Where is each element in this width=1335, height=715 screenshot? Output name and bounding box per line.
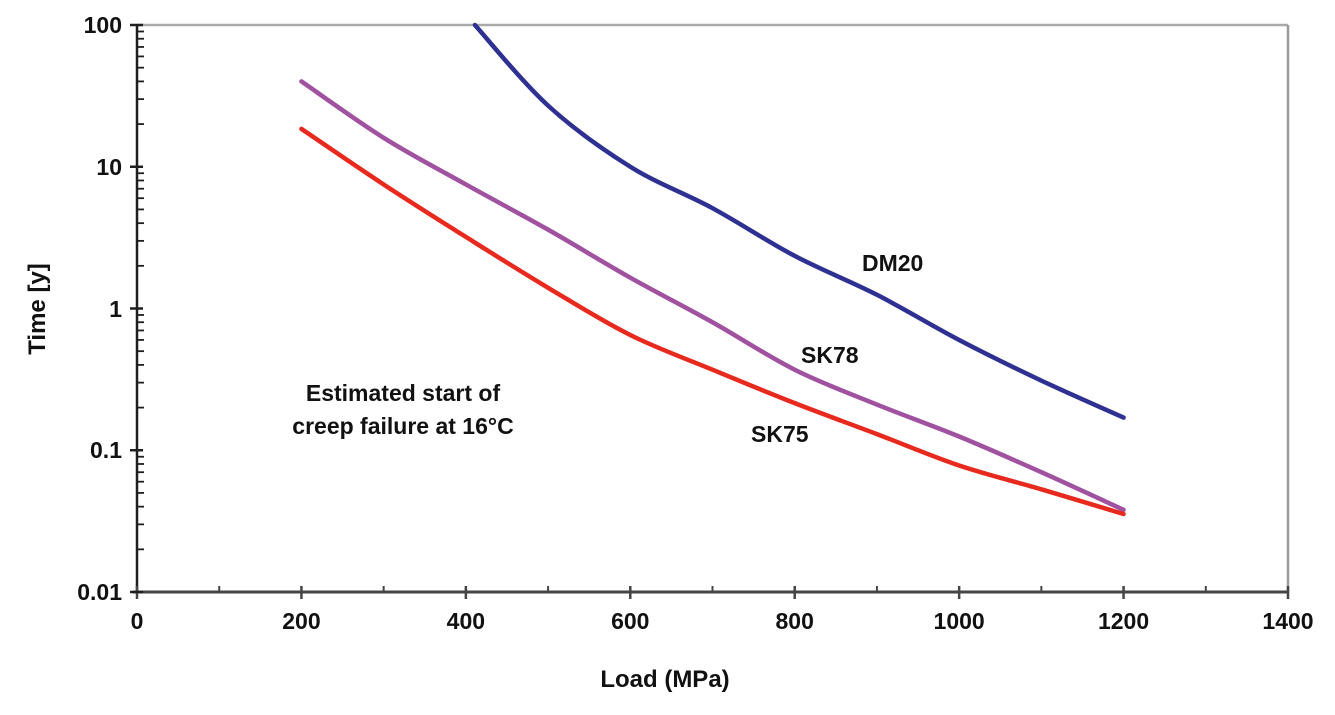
annotation-line-2: creep failure at 16°C: [292, 413, 514, 439]
series-line-dm20: [472, 22, 1126, 420]
y-tick-label-0.01: 0.01: [77, 579, 122, 605]
x-tick-label-600: 600: [611, 608, 650, 634]
series-label-sk75: SK75: [751, 421, 809, 447]
x-tick-label-1400: 1400: [1262, 608, 1314, 634]
x-tick-label-0: 0: [130, 608, 144, 634]
series-label-sk78: SK78: [801, 342, 859, 368]
y-tick-label-100: 100: [83, 12, 122, 38]
series-line-sk75: [299, 126, 1126, 517]
x-tick-label-1000: 1000: [933, 608, 985, 634]
series-line-sk78: [299, 79, 1126, 513]
y-tick-label-1: 1: [109, 295, 122, 322]
x-tick-label-1200: 1200: [1097, 608, 1150, 634]
x-tick-label-400: 400: [446, 608, 486, 634]
y-tick-label-10: 10: [96, 153, 122, 180]
annotation-line-1: Estimated start of: [305, 380, 501, 406]
y-tick-label-0.1: 0.1: [90, 437, 122, 464]
x-tick-label-200: 200: [282, 608, 321, 634]
x-axis-title: Load (MPa): [600, 666, 730, 693]
series-label-dm20: DM20: [862, 250, 924, 276]
annotation-text: Estimated start of creep failure at 16°C: [247, 377, 559, 443]
x-tick-label-800: 800: [775, 608, 814, 634]
